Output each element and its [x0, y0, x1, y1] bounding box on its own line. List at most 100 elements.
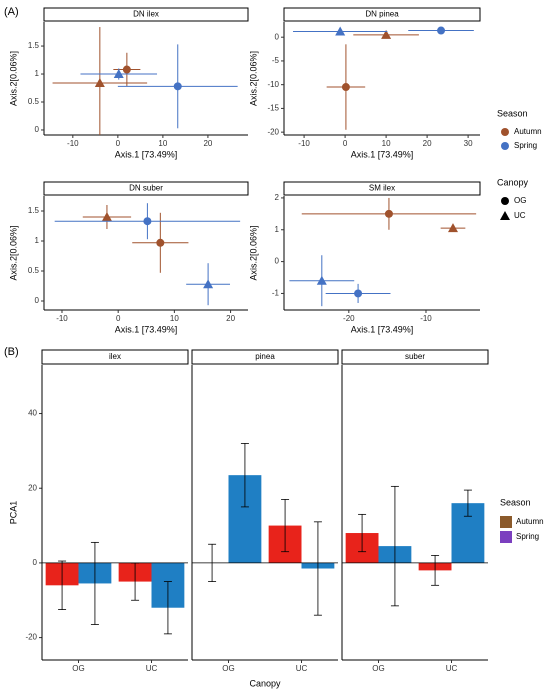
x-tick-label: OG — [72, 664, 84, 673]
y-tick-label: 0.5 — [28, 97, 40, 106]
legend-label: Autumn — [516, 517, 544, 526]
x-tick-label: UC — [296, 664, 308, 673]
legend-swatch — [500, 211, 510, 220]
point — [101, 212, 112, 221]
x-tick-label: OG — [372, 664, 384, 673]
facet-title: DN ilex — [133, 10, 159, 19]
plot-area — [52, 27, 238, 135]
y-axis-label: Axis.2[0.06%] — [8, 225, 18, 280]
y-tick-label: -15 — [267, 104, 279, 113]
facet-title: ilex — [109, 352, 121, 361]
y-tick-label: 0 — [275, 257, 280, 266]
y-tick-label: -5 — [272, 56, 280, 65]
facet-title: DN pinea — [365, 10, 399, 19]
legend-title: Season — [500, 497, 531, 507]
y-tick-label: 40 — [28, 409, 37, 418]
x-axis-label: Axis.1 [73.49%] — [115, 149, 178, 159]
x-tick-label: 0 — [116, 139, 121, 148]
y-tick-label: 0 — [275, 32, 280, 41]
y-tick-label: 1 — [35, 236, 40, 245]
x-tick-label: -10 — [56, 314, 68, 323]
y-tick-label: 1 — [35, 69, 40, 78]
facet-title: pinea — [255, 352, 275, 361]
legend-label: OG — [514, 196, 526, 205]
y-tick-label: 1.5 — [28, 41, 40, 50]
facet-title: suber — [405, 352, 425, 361]
y-tick-label: 0 — [35, 296, 40, 305]
y-tick-label: 0 — [33, 558, 38, 567]
y-tick-label: 0.5 — [28, 266, 40, 275]
x-tick-label: 20 — [423, 139, 432, 148]
legend-swatch — [500, 516, 512, 528]
x-tick-label: 30 — [464, 139, 473, 148]
legend-title: Season — [497, 108, 528, 118]
x-tick-label: UC — [446, 664, 458, 673]
x-axis-label: Axis.1 [73.49%] — [351, 149, 414, 159]
x-tick-label: 10 — [170, 314, 179, 323]
y-axis-label: PCA1 — [8, 501, 18, 525]
legend-swatch — [500, 531, 512, 543]
y-tick-label: 0 — [35, 125, 40, 134]
x-tick-label: 0 — [116, 314, 121, 323]
x-tick-label: 10 — [158, 139, 167, 148]
x-tick-label: -20 — [343, 314, 355, 323]
panel-label: (B) — [4, 346, 19, 358]
plot-area — [54, 203, 241, 306]
point — [173, 82, 182, 91]
y-tick-label: -20 — [25, 633, 37, 642]
x-tick-label: UC — [146, 664, 158, 673]
point — [316, 275, 327, 285]
x-tick-label: 10 — [382, 139, 391, 148]
y-axis-label: Axis.2[0.06%] — [248, 51, 258, 106]
point — [341, 83, 350, 92]
point — [447, 223, 458, 233]
y-tick-label: -10 — [267, 80, 279, 89]
legend-label: Autumn — [514, 127, 542, 136]
x-axis-label: Axis.1 [73.49%] — [351, 324, 414, 334]
point — [113, 69, 124, 79]
point — [437, 26, 446, 35]
x-tick-label: 0 — [343, 139, 348, 148]
point — [156, 238, 165, 247]
x-axis-label: Canopy — [249, 678, 281, 688]
panel-label: (A) — [4, 6, 19, 18]
point — [335, 26, 346, 36]
y-tick-label: -1 — [272, 289, 280, 298]
facet-title: SM ilex — [369, 184, 395, 193]
legend-swatch — [501, 197, 509, 205]
point — [143, 217, 152, 226]
x-tick-label: -10 — [67, 139, 79, 148]
strip — [341, 349, 489, 365]
legend-label: UC — [514, 211, 526, 220]
legend-label: Spring — [514, 141, 537, 150]
legend-swatch — [501, 142, 509, 150]
y-tick-label: 1.5 — [28, 206, 40, 215]
y-tick-label: 1 — [275, 225, 280, 234]
legend-title: Canopy — [497, 177, 529, 187]
point — [354, 289, 363, 298]
facet-title: DN suber — [129, 184, 163, 193]
point — [381, 29, 392, 39]
y-axis-label: Axis.2[0.06%] — [8, 51, 18, 106]
point — [384, 209, 393, 218]
point — [94, 77, 105, 87]
y-axis-label: Axis.2[0.06%] — [248, 225, 258, 280]
y-tick-label: -20 — [267, 127, 279, 136]
plot-area — [293, 26, 474, 130]
x-axis-label: Axis.1 [73.49%] — [115, 324, 178, 334]
x-tick-label: -10 — [420, 314, 432, 323]
plot-area — [289, 197, 477, 307]
y-tick-label: 20 — [28, 483, 37, 492]
x-tick-label: -10 — [298, 139, 310, 148]
strip — [283, 7, 481, 22]
point — [203, 279, 214, 289]
strip — [283, 181, 481, 196]
x-tick-label: 20 — [203, 139, 212, 148]
legend-swatch — [501, 128, 509, 136]
y-tick-label: 2 — [275, 193, 280, 202]
strip — [43, 181, 249, 196]
x-tick-label: OG — [222, 664, 234, 673]
strip — [43, 7, 249, 22]
strip — [41, 349, 189, 365]
